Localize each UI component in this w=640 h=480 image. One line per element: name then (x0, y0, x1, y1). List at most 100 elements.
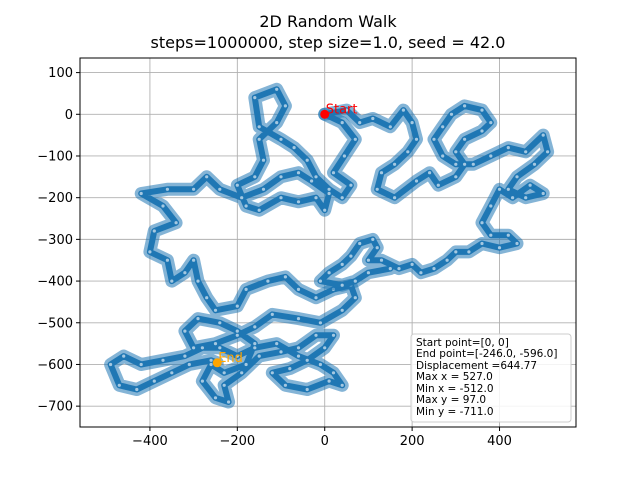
start-marker (320, 109, 330, 119)
walk-point (257, 208, 261, 212)
walk-point (200, 379, 204, 383)
walk-point (270, 371, 274, 375)
walk-series-1 (317, 102, 551, 289)
stats-box: Start point=[0, 0] End point=[-246.0, -5… (410, 333, 572, 423)
x-tick-label: −400 (132, 434, 168, 449)
walk-point (235, 304, 239, 308)
walk-point (353, 137, 357, 141)
walk-point (296, 346, 301, 350)
walk-point (371, 237, 375, 241)
walk-point (397, 267, 401, 271)
walk-point (253, 342, 257, 346)
walk-point (213, 308, 218, 312)
chart-subtitle: steps=1000000, step size=1.0, seed = 42.… (151, 33, 506, 52)
stats-line-max-x: Max x = 527.0 (416, 371, 493, 383)
walk-point (192, 346, 196, 350)
walk-point (261, 158, 266, 162)
walk-point (331, 171, 336, 175)
walk-point (506, 187, 510, 191)
walk-point (305, 387, 309, 392)
walk-point (323, 208, 327, 212)
walk-point (152, 229, 156, 233)
walk-point (449, 112, 454, 116)
walk-point (196, 317, 200, 321)
walk-point (366, 271, 370, 275)
walk-point (463, 162, 467, 166)
walk-point (340, 383, 344, 387)
walk-point (279, 137, 283, 141)
walk-point (331, 371, 336, 375)
y-tick-label: −500 (37, 316, 73, 331)
walk-point (358, 241, 362, 246)
y-tick-label: −400 (37, 275, 73, 290)
walk-point (275, 121, 279, 125)
x-tick-label: 0 (321, 434, 329, 449)
walk-point (109, 362, 113, 367)
walk-point (414, 137, 419, 141)
walk-point (340, 262, 344, 266)
walk-point (187, 362, 191, 367)
walk-point (432, 137, 436, 141)
walk-point (454, 162, 458, 166)
walk-point (209, 358, 213, 362)
walk-point (192, 187, 196, 191)
walk-point (170, 279, 174, 283)
walk-point (314, 175, 318, 179)
y-tick-label: −300 (37, 233, 73, 248)
walk-point (235, 183, 239, 187)
walk-point (240, 371, 244, 375)
walk-point (270, 312, 274, 316)
stats-line-min-y: Min y = -711.0 (416, 406, 494, 418)
walk-point (375, 187, 379, 191)
walk-point (349, 183, 353, 187)
walk-point (257, 125, 261, 129)
walk-point (161, 204, 165, 208)
walk-point (218, 346, 222, 350)
walk-point (323, 346, 327, 350)
walk-point (296, 200, 301, 204)
stats-line-end: End point=[-246.0, -596.0] (416, 348, 557, 360)
walk-point (441, 125, 445, 129)
walk-point (388, 267, 392, 271)
walk-point (283, 275, 287, 279)
walk-point (161, 358, 165, 362)
walk-point (244, 362, 248, 367)
walk-point (480, 221, 484, 225)
start-end-markers: Start End (212, 102, 357, 368)
walk-point (366, 258, 370, 262)
y-tick-label: 0 (65, 108, 73, 123)
walk-point (240, 196, 244, 200)
stats-line-displacement: Displacement =644.77 (416, 360, 537, 372)
walk-point (314, 333, 318, 337)
y-tick-label: −700 (37, 400, 73, 415)
walk-point (497, 187, 502, 191)
walk-point (152, 379, 156, 383)
walk-point (515, 175, 519, 179)
walk-point (235, 333, 239, 337)
walk-point (296, 287, 301, 291)
walk-point (257, 354, 261, 358)
walk-point (489, 154, 493, 158)
walk-point (200, 346, 204, 350)
walk-point (244, 287, 248, 291)
walk-point (432, 267, 436, 271)
y-tick-label: −100 (37, 149, 73, 164)
walk-point (296, 171, 301, 175)
walk-point (445, 258, 449, 262)
walk-path (104, 82, 555, 409)
walk-point (414, 179, 419, 183)
walk-point (213, 396, 218, 400)
walk-point (283, 383, 287, 387)
walk-point (183, 271, 187, 275)
walk-point (174, 221, 178, 225)
walk-point (235, 354, 239, 358)
walk-point (135, 387, 139, 392)
walk-point (410, 121, 414, 125)
walk-point (139, 362, 143, 367)
walk-point (139, 191, 143, 196)
walk-point (480, 108, 484, 112)
walk-point (192, 258, 196, 262)
walk-point (209, 362, 213, 367)
end-marker (212, 358, 222, 368)
walk-point (345, 108, 349, 112)
